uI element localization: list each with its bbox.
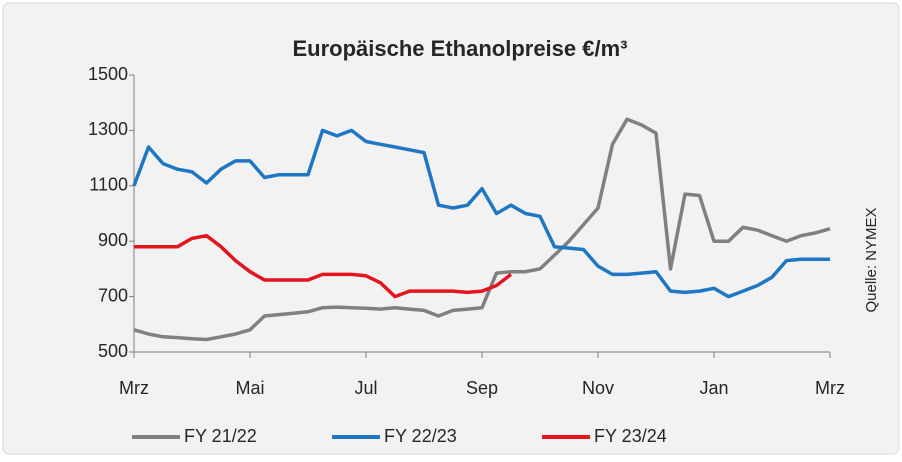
x-tick-label: Mrz: [815, 378, 845, 398]
y-tick-label: 1300: [88, 119, 128, 139]
y-tick-label: 1500: [88, 64, 128, 84]
chart-background: [2, 2, 900, 455]
y-tick-label: 500: [98, 341, 128, 361]
x-tick-label: Jan: [699, 378, 728, 398]
x-tick-label: Mrz: [119, 378, 149, 398]
x-tick-label: Jul: [354, 378, 377, 398]
legend-label: FY 21/22: [184, 426, 257, 446]
series-line: [132, 128, 830, 299]
x-tick-label: Nov: [582, 378, 614, 398]
x-tick-label: Sep: [466, 378, 498, 398]
chart-title: Europäische Ethanolpreise €/m³: [293, 36, 628, 61]
x-tick-label: Mai: [235, 378, 264, 398]
y-tick-label: 700: [98, 285, 128, 305]
legend-label: FY 23/24: [594, 426, 667, 446]
source-note: Quelle: NYMEX: [863, 207, 880, 312]
series-line: [133, 117, 831, 342]
y-tick-label: 1100: [89, 175, 128, 195]
legend-label: FY 22/23: [384, 426, 457, 446]
series-line: [134, 233, 513, 299]
y-tick-label: 900: [98, 230, 128, 250]
